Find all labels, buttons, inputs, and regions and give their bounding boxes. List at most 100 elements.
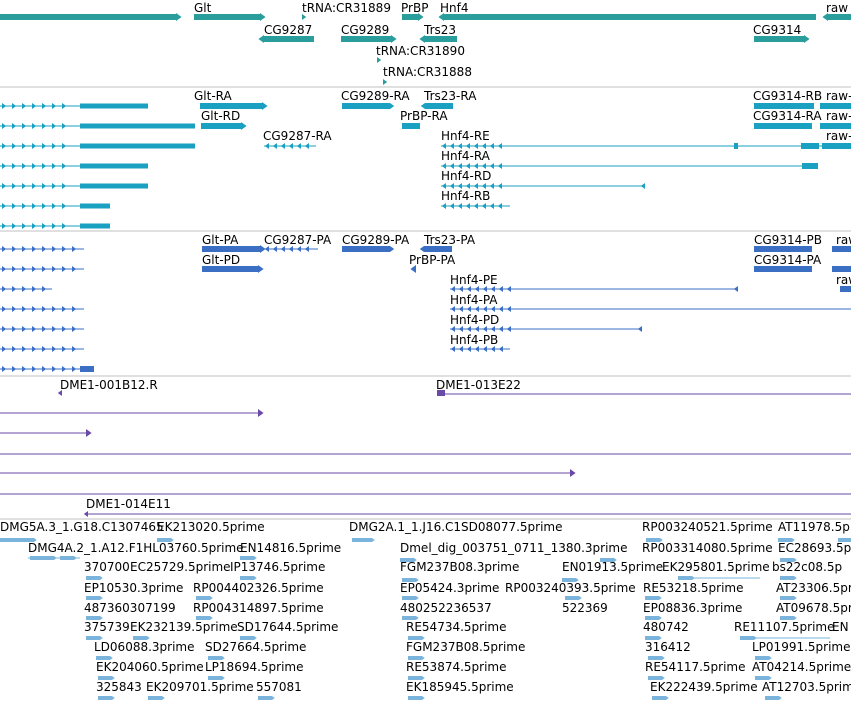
cds-segment[interactable] xyxy=(42,286,47,292)
cds-segment[interactable] xyxy=(22,246,27,252)
est-feature[interactable] xyxy=(780,616,794,620)
cdna-feature[interactable] xyxy=(57,390,62,396)
transcript-exon[interactable] xyxy=(449,183,454,189)
est-feature-tip[interactable] xyxy=(254,576,257,580)
cds-segment[interactable] xyxy=(506,286,511,292)
transcript-exon[interactable] xyxy=(52,183,57,189)
cds-segment[interactable] xyxy=(637,326,642,332)
cds-segment[interactable] xyxy=(62,246,67,252)
gene-feature[interactable] xyxy=(425,36,457,42)
transcript-exon[interactable] xyxy=(457,143,462,149)
cds-segment[interactable] xyxy=(62,366,67,372)
cds-segment[interactable] xyxy=(202,246,260,252)
est-feature[interactable] xyxy=(86,596,100,600)
cds-segment[interactable] xyxy=(52,326,57,332)
cds-segment[interactable] xyxy=(754,246,812,252)
cds-segment[interactable] xyxy=(474,346,479,352)
transcript-exon[interactable] xyxy=(441,163,446,169)
cds-segment[interactable] xyxy=(42,326,47,332)
cds-segment[interactable] xyxy=(72,266,77,272)
cds-segment[interactable] xyxy=(458,346,463,352)
transcript-exon[interactable] xyxy=(62,203,67,209)
cds-segment[interactable] xyxy=(22,346,27,352)
trna-feature[interactable] xyxy=(377,57,382,63)
cds-segment[interactable] xyxy=(490,286,495,292)
cds-segment[interactable] xyxy=(498,346,503,352)
trna-feature[interactable] xyxy=(302,14,307,20)
transcript-exon[interactable] xyxy=(441,203,446,209)
est-feature[interactable] xyxy=(86,636,100,640)
cds-segment[interactable] xyxy=(32,366,37,372)
est-feature-tip[interactable] xyxy=(422,636,425,640)
transcript-exon[interactable] xyxy=(42,183,47,189)
transcript-exon[interactable] xyxy=(80,203,110,209)
cds-segment[interactable] xyxy=(2,326,7,332)
gene-feature[interactable] xyxy=(341,36,391,42)
transcript-exon[interactable] xyxy=(52,163,57,169)
cds-segment[interactable] xyxy=(12,306,17,312)
est-feature[interactable] xyxy=(208,656,222,660)
transcript-exon[interactable] xyxy=(22,123,27,129)
cds-segment[interactable] xyxy=(474,286,479,292)
est-feature-tip[interactable] xyxy=(659,596,662,600)
est-feature[interactable] xyxy=(600,558,614,562)
est-feature-tip[interactable] xyxy=(662,656,665,660)
transcript-exon[interactable] xyxy=(441,183,446,189)
transcript-exon[interactable] xyxy=(12,143,17,149)
trna-feature[interactable] xyxy=(383,79,388,85)
cds-segment[interactable] xyxy=(52,346,57,352)
cds-segment[interactable] xyxy=(52,266,57,272)
est-feature-tip[interactable] xyxy=(254,636,257,640)
transcript-exon[interactable] xyxy=(22,203,27,209)
cds-segment[interactable] xyxy=(22,266,27,272)
est-feature-tip[interactable] xyxy=(254,556,257,560)
transcript-exon[interactable] xyxy=(2,203,7,209)
est-feature[interactable] xyxy=(196,616,210,620)
transcript-exon[interactable] xyxy=(457,163,462,169)
cds-segment[interactable] xyxy=(458,306,463,312)
transcript-exon[interactable] xyxy=(473,183,478,189)
transcript-exon[interactable] xyxy=(640,183,645,189)
est-feature[interactable] xyxy=(646,538,660,542)
cds-segment[interactable] xyxy=(458,326,463,332)
est-feature-tip[interactable] xyxy=(100,616,103,620)
est-feature[interactable] xyxy=(196,596,210,600)
transcript-exon[interactable] xyxy=(62,123,67,129)
transcript-exon[interactable] xyxy=(288,143,293,149)
cds-segment[interactable] xyxy=(72,366,77,372)
gene-feature-tip[interactable] xyxy=(804,35,810,43)
est-feature[interactable] xyxy=(652,696,666,700)
transcript-exon[interactable] xyxy=(12,123,17,129)
transcript-exon[interactable] xyxy=(52,143,57,149)
cds-segment[interactable] xyxy=(12,346,17,352)
transcript-exon[interactable] xyxy=(481,143,486,149)
est-feature[interactable] xyxy=(402,616,416,620)
gene-feature[interactable] xyxy=(828,14,851,20)
est-feature[interactable] xyxy=(408,696,422,700)
cds-segment[interactable] xyxy=(32,306,37,312)
est-feature-tip[interactable] xyxy=(614,558,617,562)
transcript-exon[interactable] xyxy=(32,123,37,129)
gene-feature[interactable] xyxy=(444,14,816,20)
transcript-exon[interactable] xyxy=(42,223,47,229)
cds-segment[interactable] xyxy=(410,265,416,273)
cds-segment[interactable] xyxy=(80,366,94,372)
transcript-exon[interactable] xyxy=(32,203,37,209)
cds-segment[interactable] xyxy=(22,306,27,312)
cdna-feature[interactable] xyxy=(83,511,88,517)
transcript-exon[interactable] xyxy=(22,103,27,109)
transcript-exon[interactable] xyxy=(2,183,7,189)
est-feature[interactable] xyxy=(400,558,414,562)
est-feature-tip[interactable] xyxy=(112,676,115,680)
cds-segment[interactable] xyxy=(72,306,77,312)
cds-segment-tip[interactable] xyxy=(258,265,264,273)
est-feature[interactable] xyxy=(402,596,416,600)
transcript-exon[interactable] xyxy=(481,203,486,209)
cds-segment[interactable] xyxy=(490,346,495,352)
cds-segment[interactable] xyxy=(482,326,487,332)
transcript-exon[interactable] xyxy=(2,103,7,109)
transcript-exon[interactable] xyxy=(42,103,47,109)
est-feature-tip[interactable] xyxy=(416,596,419,600)
cds-segment[interactable] xyxy=(458,286,463,292)
cds-segment[interactable] xyxy=(12,326,17,332)
